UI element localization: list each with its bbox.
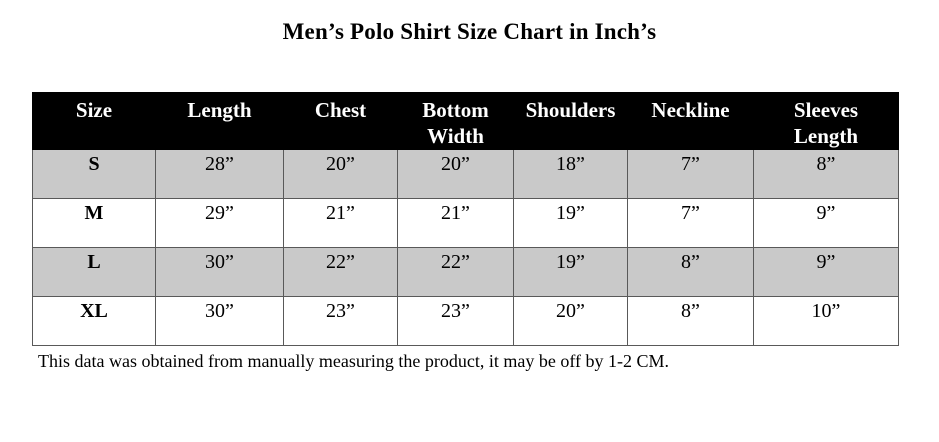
table-cell-size: XL — [32, 296, 156, 346]
column-header-chest: Chest — [283, 92, 398, 150]
table-cell: 23” — [283, 296, 398, 346]
table-row-l: L 30” 22” 22” 19” 8” 9” — [32, 247, 899, 297]
table-cell: 9” — [753, 247, 899, 297]
table-cell: 19” — [513, 198, 628, 248]
column-header-length: Length — [155, 92, 284, 150]
column-header-sleeves-length: Sleeves Length — [753, 92, 899, 150]
table-cell: 20” — [513, 296, 628, 346]
table-cell: 8” — [627, 247, 754, 297]
table-cell: 22” — [283, 247, 398, 297]
table-cell: 19” — [513, 247, 628, 297]
table-cell-size: M — [32, 198, 156, 248]
table-cell: 30” — [155, 296, 284, 346]
table-row-s: S 28” 20” 20” 18” 7” 8” — [32, 149, 899, 199]
table-cell: 10” — [753, 296, 899, 346]
table-cell: 8” — [753, 149, 899, 199]
table-cell: 20” — [397, 149, 514, 199]
table-cell: 30” — [155, 247, 284, 297]
table-row-xl: XL 30” 23” 23” 20” 8” 10” — [32, 296, 899, 346]
column-header-size: Size — [32, 92, 156, 150]
table-cell: 8” — [627, 296, 754, 346]
table-cell: 21” — [397, 198, 514, 248]
table-cell: 28” — [155, 149, 284, 199]
table-cell: 18” — [513, 149, 628, 199]
column-header-shoulders: Shoulders — [513, 92, 628, 150]
table-cell-size: S — [32, 149, 156, 199]
table-cell: 21” — [283, 198, 398, 248]
table-cell: 7” — [627, 149, 754, 199]
page-title: Men’s Polo Shirt Size Chart in Inch’s — [282, 19, 657, 44]
table-cell: 29” — [155, 198, 284, 248]
column-header-bottom-width: Bottom Width — [397, 92, 514, 150]
table-cell-size: L — [32, 247, 156, 297]
column-header-neckline: Neckline — [627, 92, 754, 150]
table-cell: 7” — [627, 198, 754, 248]
table-cell: 22” — [397, 247, 514, 297]
table-header-row: Size Length Chest Bottom Width Shoulders… — [32, 92, 899, 150]
size-chart-page: Men’s Polo Shirt Size Chart in Inch’s Si… — [0, 18, 939, 372]
table-cell: 9” — [753, 198, 899, 248]
size-chart-table: Size Length Chest Bottom Width Shoulders… — [32, 92, 899, 346]
table-cell: 20” — [283, 149, 398, 199]
table-cell: 23” — [397, 296, 514, 346]
table-row-m: M 29” 21” 21” 19” 7” 9” — [32, 198, 899, 248]
footnote: This data was obtained from manually mea… — [38, 351, 670, 371]
